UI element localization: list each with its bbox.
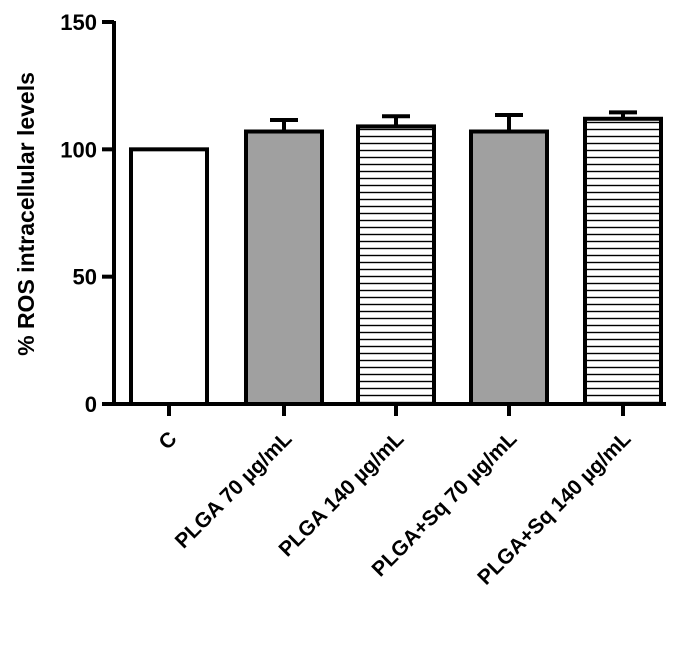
bar xyxy=(129,147,209,406)
x-tick-label: PLGA 140 µg/mL xyxy=(275,427,409,561)
x-tick-label: C xyxy=(155,427,182,454)
bar xyxy=(583,116,663,406)
bar-group xyxy=(583,110,663,406)
y-axis: 0 50 100 150 xyxy=(60,10,116,417)
bar-group xyxy=(356,114,436,406)
bar xyxy=(469,129,549,407)
y-tick-label: 150 xyxy=(60,10,97,35)
bars xyxy=(129,110,663,407)
y-tick-label: 0 xyxy=(85,392,97,417)
bar-group xyxy=(469,112,549,407)
y-tick-label: 50 xyxy=(73,265,97,290)
x-tick-label: PLGA 70 µg/mL xyxy=(171,427,297,553)
bar-group xyxy=(244,118,324,407)
bar-group xyxy=(129,147,209,406)
y-tick-label: 100 xyxy=(60,137,97,162)
y-axis-title: % ROS intracellular levels xyxy=(13,72,39,356)
bar xyxy=(356,124,436,406)
bar xyxy=(244,129,324,407)
